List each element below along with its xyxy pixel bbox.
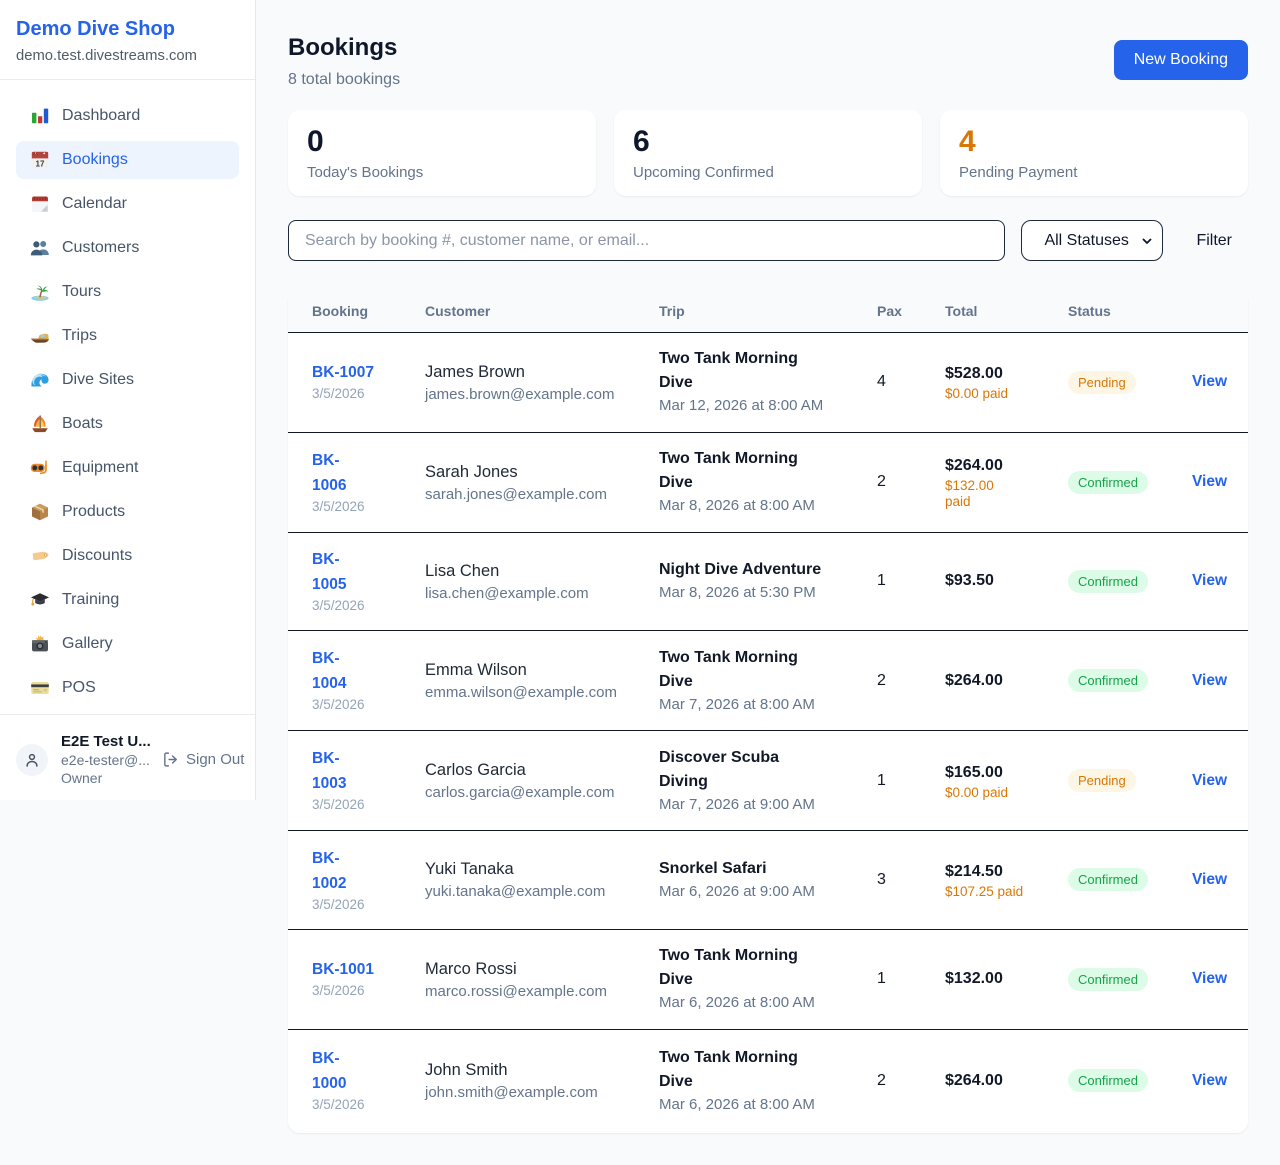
svg-text:17: 17: [36, 160, 45, 169]
